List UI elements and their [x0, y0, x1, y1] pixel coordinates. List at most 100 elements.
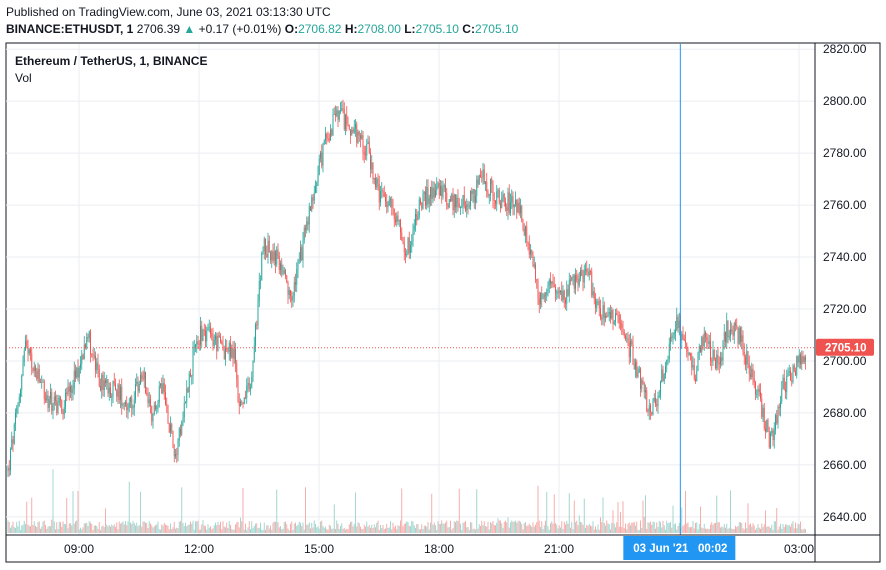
candle-body[interactable] [240, 401, 241, 406]
candle-body[interactable] [353, 128, 355, 133]
candle-body[interactable] [126, 402, 128, 411]
candle-body[interactable] [777, 406, 779, 424]
candle-body[interactable] [175, 453, 176, 457]
candle-body[interactable] [768, 431, 770, 448]
candle-body[interactable] [451, 194, 453, 202]
candle-body[interactable] [751, 368, 753, 378]
candle-body[interactable] [63, 407, 65, 415]
candles[interactable] [7, 99, 806, 478]
candle-body[interactable] [117, 384, 119, 397]
candle-body[interactable] [411, 241, 413, 246]
candle-body[interactable] [601, 318, 603, 320]
candle-body[interactable] [673, 332, 675, 335]
candle-body[interactable] [86, 336, 88, 348]
candle-body[interactable] [17, 402, 19, 408]
candle-body[interactable] [412, 229, 414, 242]
candle-body[interactable] [797, 356, 799, 363]
candle-body[interactable] [512, 195, 514, 208]
candle-body[interactable] [228, 342, 230, 352]
candle-body[interactable] [105, 380, 106, 384]
candle-body[interactable] [766, 419, 768, 432]
candle-body[interactable] [300, 247, 301, 260]
candle-body[interactable] [306, 221, 308, 230]
candle-body[interactable] [745, 357, 746, 365]
candle-body[interactable] [413, 225, 415, 230]
candle-body[interactable] [257, 301, 259, 326]
candle-body[interactable] [715, 359, 716, 369]
candle-body[interactable] [703, 332, 705, 347]
candle-body[interactable] [701, 337, 703, 353]
candle-body[interactable] [425, 191, 426, 206]
candle-body[interactable] [380, 191, 381, 203]
candle-body[interactable] [580, 270, 581, 278]
candle-body[interactable] [622, 328, 624, 333]
candle-body[interactable] [183, 403, 185, 418]
candle-body[interactable] [275, 251, 276, 265]
candle-body[interactable] [70, 386, 71, 392]
candle-body[interactable] [728, 336, 730, 338]
candle-body[interactable] [610, 311, 611, 319]
candle-body[interactable] [201, 325, 203, 341]
candle-body[interactable] [782, 377, 784, 389]
candle-body[interactable] [645, 390, 646, 393]
candle-body[interactable] [178, 428, 180, 441]
candle-body[interactable] [312, 197, 314, 201]
candle-body[interactable] [343, 109, 345, 130]
candle-body[interactable] [147, 393, 149, 404]
candle-body[interactable] [792, 365, 794, 382]
candle-body[interactable] [631, 340, 633, 345]
candle-body[interactable] [53, 396, 55, 405]
candle-body[interactable] [327, 138, 329, 140]
candle-body[interactable] [668, 343, 670, 360]
candle-body[interactable] [345, 114, 346, 130]
candle-body[interactable] [637, 372, 639, 377]
candle-body[interactable] [330, 129, 331, 141]
candle-body[interactable] [731, 329, 733, 332]
candle-body[interactable] [532, 254, 534, 267]
candle-body[interactable] [660, 381, 661, 396]
price-axis[interactable]: 2820.00 2800.00 2780.00 2760.00 2740.00 2720.… [823, 42, 867, 524]
candle-body[interactable] [730, 329, 731, 337]
candle-body[interactable] [366, 143, 368, 156]
candle-body[interactable] [726, 320, 728, 343]
candle-body[interactable] [690, 353, 691, 356]
candle-body[interactable] [400, 220, 401, 233]
candle-body[interactable] [737, 327, 739, 344]
candle-body[interactable] [236, 363, 238, 379]
candle-body[interactable] [735, 323, 736, 326]
candle-body[interactable] [72, 388, 74, 394]
candle-body[interactable] [200, 325, 201, 345]
candle-body[interactable] [172, 431, 174, 448]
candle-body[interactable] [775, 415, 776, 430]
candle-body[interactable] [402, 239, 404, 243]
candle-body[interactable] [340, 110, 341, 112]
candle-body[interactable] [222, 343, 224, 351]
candle-body[interactable] [570, 279, 571, 281]
candle-body[interactable] [338, 110, 340, 120]
candle-body[interactable] [460, 206, 461, 208]
candle-body[interactable] [346, 114, 348, 125]
candle-body[interactable] [261, 253, 263, 281]
candle-body[interactable] [485, 181, 486, 184]
candle-body[interactable] [675, 329, 676, 333]
candle-body[interactable] [770, 433, 771, 448]
candle-body[interactable] [195, 344, 196, 347]
candle-body[interactable] [798, 354, 800, 363]
candle-body[interactable] [511, 195, 513, 203]
candle-body[interactable] [393, 208, 395, 220]
candle-body[interactable] [440, 185, 441, 196]
candle-body[interactable] [375, 177, 376, 188]
candle-body[interactable] [123, 404, 125, 406]
candle-body[interactable] [723, 331, 725, 341]
candle-body[interactable] [162, 382, 164, 394]
candle-body[interactable] [56, 400, 58, 413]
candle-body[interactable] [230, 342, 231, 358]
candle-body[interactable] [638, 368, 640, 373]
candle-body[interactable] [758, 389, 760, 392]
candle-body[interactable] [243, 397, 245, 404]
candle-body[interactable] [138, 383, 140, 392]
candle-body[interactable] [702, 337, 704, 347]
candle-body[interactable] [752, 368, 754, 379]
candle-body[interactable] [385, 196, 386, 202]
candle-body[interactable] [476, 179, 478, 196]
